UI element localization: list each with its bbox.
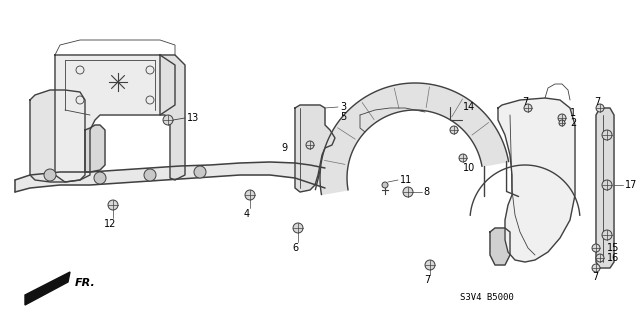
Circle shape	[403, 187, 413, 197]
Circle shape	[602, 130, 612, 140]
Circle shape	[602, 180, 612, 190]
Polygon shape	[55, 55, 175, 182]
Circle shape	[592, 244, 600, 252]
Text: 6: 6	[292, 243, 298, 253]
Polygon shape	[320, 83, 509, 195]
Text: 7: 7	[592, 272, 598, 282]
Text: 2: 2	[570, 118, 576, 128]
Circle shape	[558, 114, 566, 122]
Text: 13: 13	[187, 113, 199, 123]
Text: 7: 7	[424, 275, 430, 285]
Text: 16: 16	[607, 253, 620, 263]
Circle shape	[596, 104, 604, 112]
Text: 10: 10	[463, 163, 476, 173]
Circle shape	[425, 260, 435, 270]
Text: 4: 4	[244, 209, 250, 219]
Circle shape	[194, 166, 206, 178]
Circle shape	[382, 182, 388, 188]
Polygon shape	[498, 98, 575, 262]
Circle shape	[245, 190, 255, 200]
Text: 7: 7	[594, 97, 600, 107]
Text: 9: 9	[282, 143, 288, 153]
Text: 17: 17	[625, 180, 637, 190]
Circle shape	[596, 254, 604, 262]
Circle shape	[306, 141, 314, 149]
Circle shape	[592, 264, 600, 272]
Polygon shape	[596, 108, 614, 268]
Text: 1: 1	[570, 108, 576, 118]
Circle shape	[44, 169, 56, 181]
Polygon shape	[30, 90, 85, 182]
Circle shape	[459, 154, 467, 162]
Polygon shape	[160, 55, 185, 180]
Polygon shape	[25, 272, 70, 305]
Text: 15: 15	[607, 243, 620, 253]
Circle shape	[559, 120, 565, 126]
Text: FR.: FR.	[75, 278, 96, 288]
Text: 5: 5	[340, 112, 346, 122]
Text: S3V4 B5000: S3V4 B5000	[460, 293, 514, 302]
Circle shape	[163, 115, 173, 125]
Polygon shape	[295, 105, 335, 192]
Polygon shape	[15, 162, 325, 192]
Circle shape	[94, 172, 106, 184]
Polygon shape	[85, 125, 105, 172]
Circle shape	[293, 223, 303, 233]
Text: 7: 7	[522, 97, 528, 107]
Circle shape	[108, 200, 118, 210]
Text: 12: 12	[104, 219, 116, 229]
Circle shape	[450, 126, 458, 134]
Polygon shape	[490, 228, 510, 265]
Circle shape	[602, 230, 612, 240]
Text: 3: 3	[340, 102, 346, 112]
Circle shape	[524, 104, 532, 112]
Text: 14: 14	[463, 102, 476, 112]
Text: 8: 8	[423, 187, 429, 197]
Text: 11: 11	[400, 175, 412, 185]
Circle shape	[144, 169, 156, 181]
